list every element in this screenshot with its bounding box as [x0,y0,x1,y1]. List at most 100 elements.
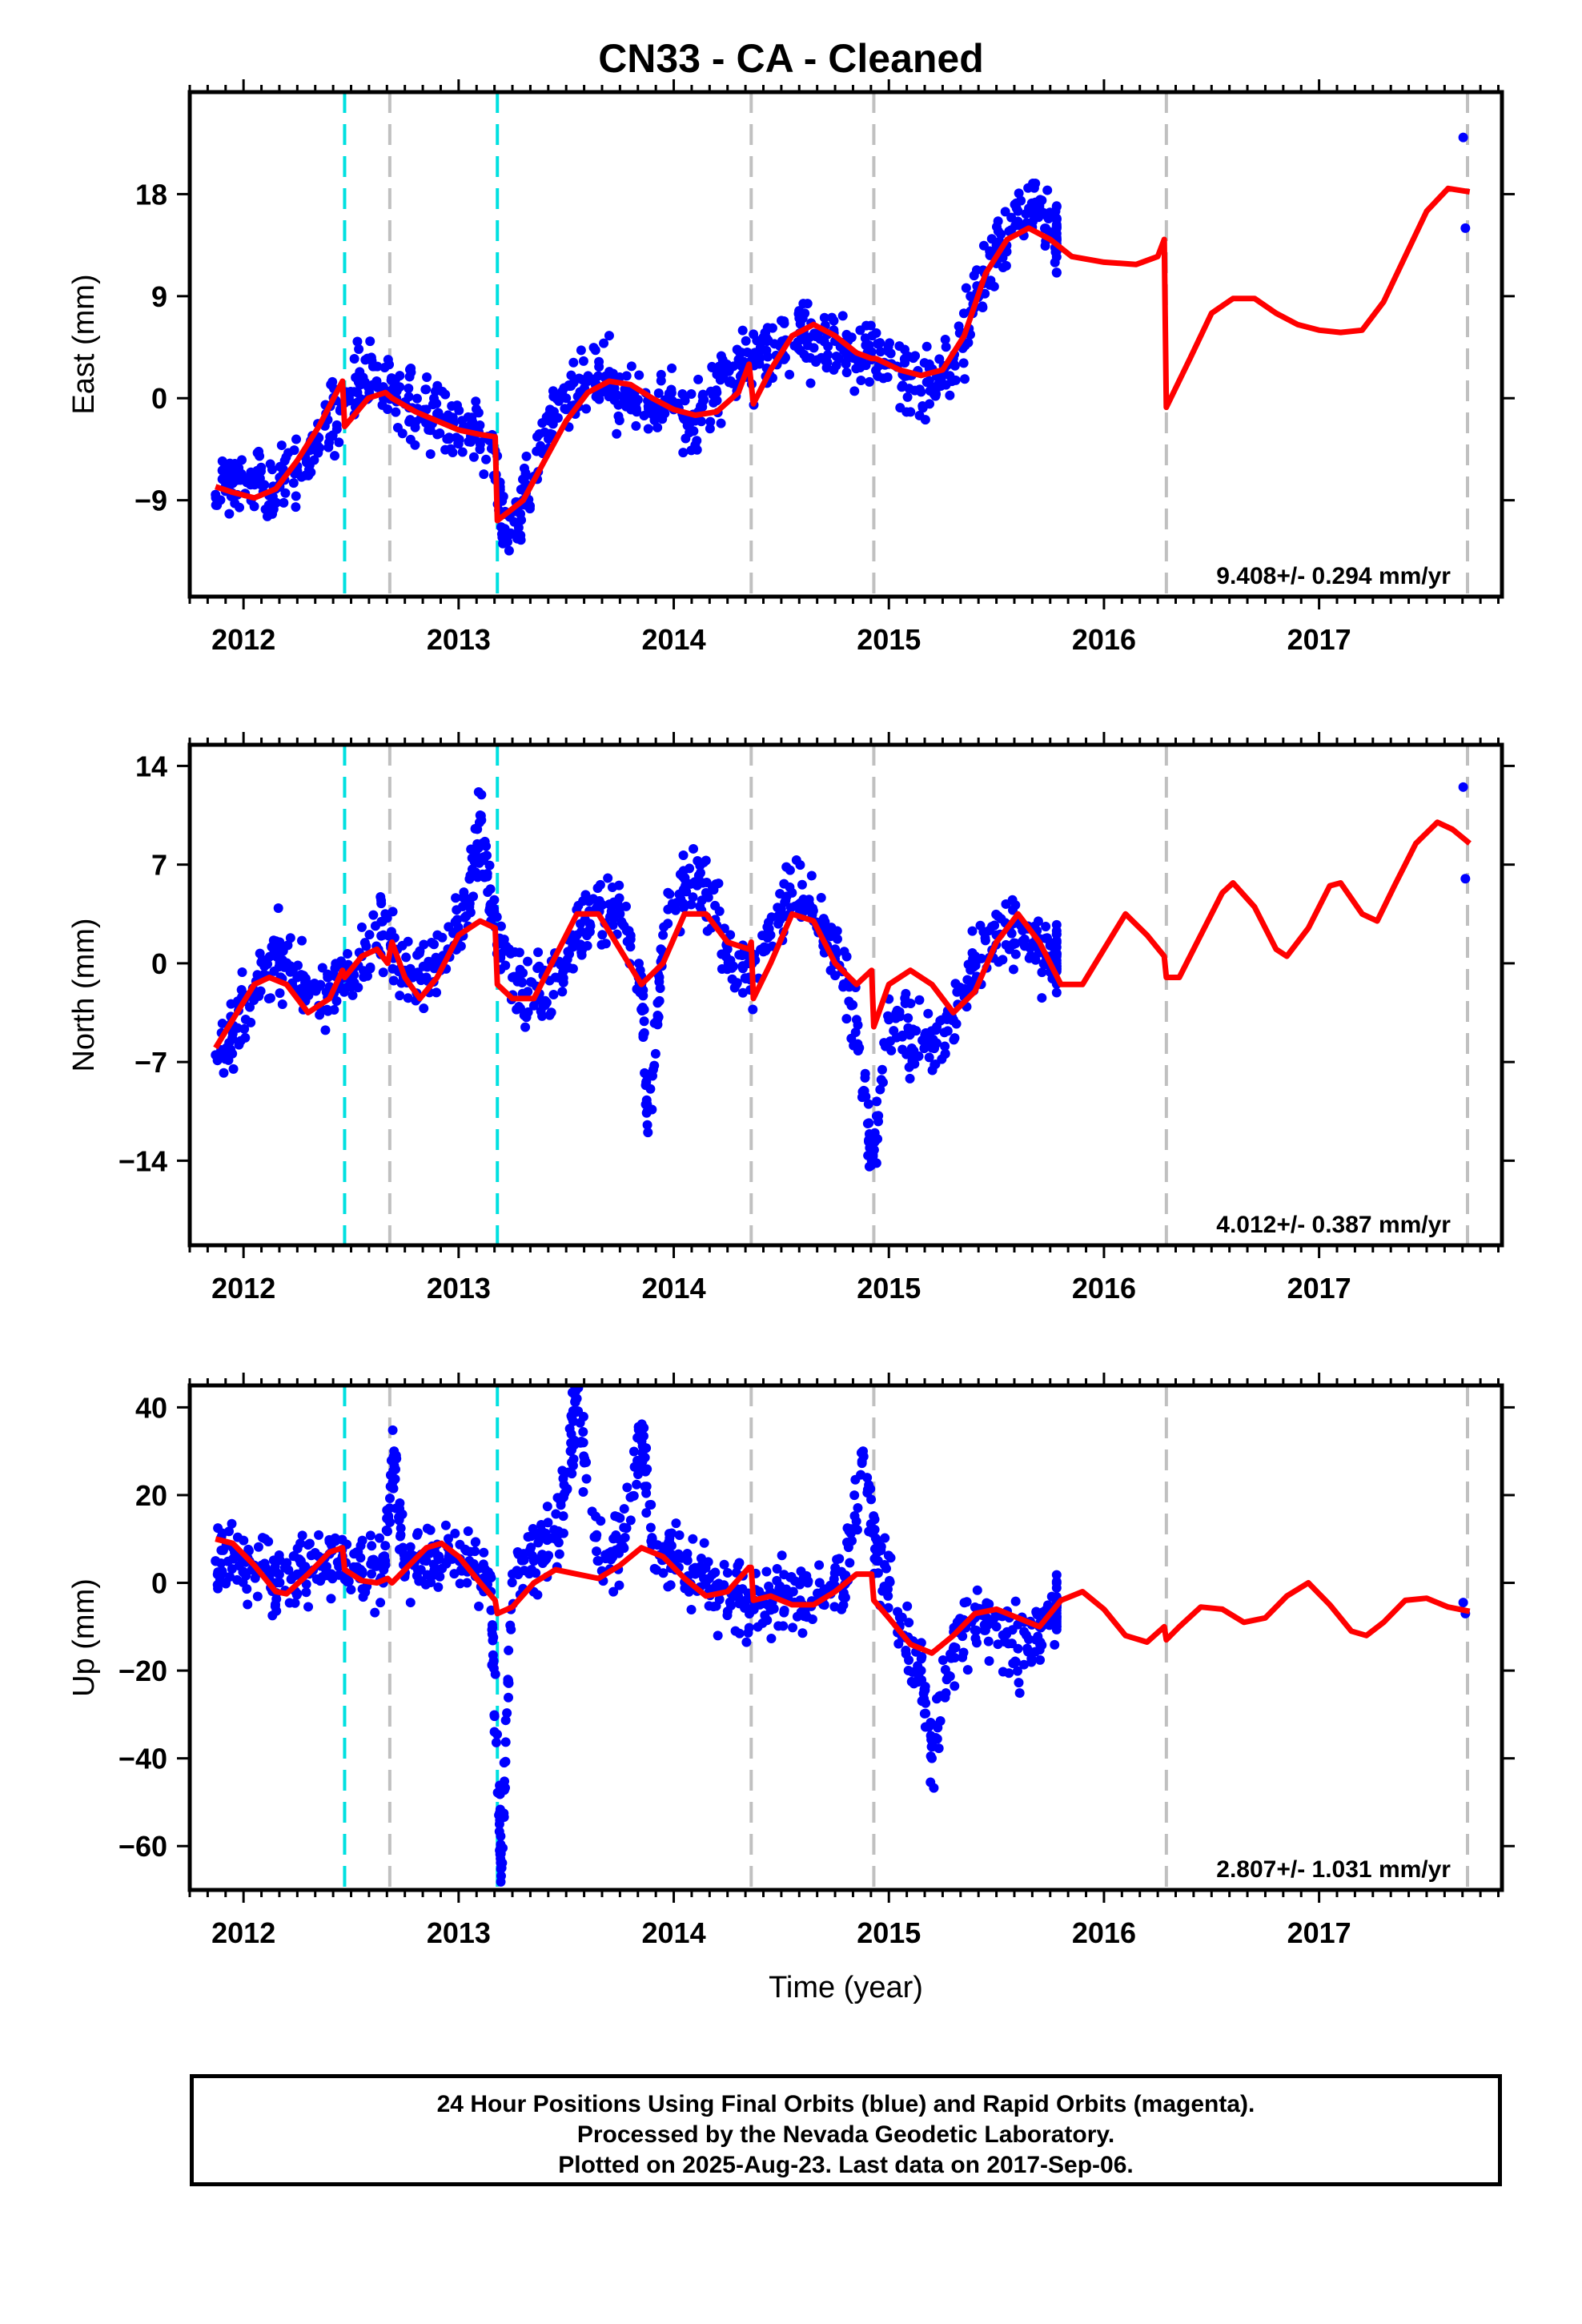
observation-point-filler [476,810,486,821]
y-tick-label: −9 [135,485,167,517]
observation-point-filler [315,979,326,990]
observation-point-filler [489,895,500,905]
observation-point-filler [521,1012,532,1023]
panel-frame [187,742,1504,1248]
x-tick-label: 2017 [1287,1272,1351,1305]
observation-point-filler [243,1599,253,1610]
observation-point-filler [902,1601,913,1611]
observation-point-filler [917,1651,927,1662]
observation-point-filler [383,1511,394,1522]
panel-frame [187,1383,1504,1892]
observation-point-filler [543,1518,553,1528]
observation-point-filler [295,1558,306,1568]
observation-point-filler [998,955,1008,965]
observation-point-filler [984,1656,994,1667]
observation-point-filler [737,963,748,974]
observation-point-filler [899,354,909,364]
observation-point-filler [614,1580,624,1590]
observation-point-filler [962,1665,973,1675]
observation-point-filler [935,1015,946,1026]
observation-point-filler [232,1532,243,1542]
observation-point-filler [832,926,842,936]
panel-2: 2012 2013 2014 2015 2016 2017 −14 −7 0 7 14 North (… [67,732,1515,1305]
observation-point-filler [868,1149,878,1160]
observation-point-filler [641,1508,652,1518]
observation-point-filler [930,1733,941,1743]
observation-point-filler [773,919,784,929]
observation-point-filler [500,1756,511,1767]
observation-point [1460,874,1471,884]
observation-point-filler [578,1486,588,1497]
observation-point-filler [271,1606,282,1616]
observation-point [643,1128,653,1138]
observation-point-filler [521,451,532,461]
observation-point-filler [375,1533,385,1543]
observation-point-filler [604,911,615,922]
observation-point-filler [478,838,488,848]
observation-point-filler [477,869,488,879]
observation-point-filler [240,1015,251,1025]
observation-point-filler [573,900,584,911]
observation-point-filler [967,926,978,936]
observation-point-filler [990,920,1000,931]
observation-point-filler [487,1625,497,1635]
observation-point-filler [1014,188,1024,199]
observation-point-filler [292,466,303,476]
observation-point-filler [833,353,844,364]
observation-point-filler [600,939,611,949]
observation-point-filler [252,1591,263,1602]
observation-point-filler [578,1426,588,1437]
observation-point-filler [543,433,553,444]
observation-point-filler [640,1482,650,1492]
observation-point-filler [331,996,342,1007]
observation-point-filler [375,1598,386,1608]
observation-point-filler [806,870,817,881]
observation-point-filler [873,1568,883,1578]
observation-point-filler [875,347,885,357]
footer-line-2: Processed by the Nevada Geodetic Laborat… [576,2121,1115,2148]
observation-point-filler [725,930,736,940]
observation-point-filler [496,522,507,533]
observation-point-filler [629,1462,640,1472]
observation-point-filler [699,395,709,405]
observation-point [421,404,432,415]
observation-point-filler [637,1006,648,1016]
observation-point-filler [567,1413,577,1423]
observation-point-filler [450,1528,460,1538]
observation-point-filler [970,959,981,970]
observation-point-filler [1035,1637,1046,1647]
observation-point-filler [767,323,777,333]
observation-point-filler [851,1516,861,1526]
observation-point-filler [465,870,476,881]
observation-point-filler [779,1607,789,1618]
observation-point-filler [714,906,725,916]
observation-point-filler [688,1534,698,1544]
observation-point-filler [510,947,520,957]
observation-point [572,1393,582,1404]
observation-point-filler [711,879,721,889]
observation-point-filler [220,1054,231,1064]
observation-point-filler [358,372,368,383]
observation-point-filler [255,948,265,959]
observation-point-filler [322,1004,332,1015]
observation-point-filler [566,370,576,380]
observation-point-filler [558,1511,568,1522]
x-tick-label: 2016 [1072,623,1136,656]
observation-point-filler [864,340,874,351]
observation-point-filler [567,1469,577,1479]
observation-point-filler [252,448,263,458]
observation-point-filler [822,357,833,368]
observation-point-filler [917,1675,927,1685]
observation-point-filler [897,382,907,392]
observation-point-filler [652,1565,662,1575]
observation-point-filler [960,374,970,384]
panel-frame [187,90,1504,599]
observation-point-filler [372,361,383,372]
observation-point-filler [242,1584,252,1594]
observation-point-filler [465,907,476,918]
observation-point-filler [639,1423,649,1433]
observation-point-filler [657,414,668,424]
observation-point-filler [330,451,340,461]
observation-point-filler [609,395,620,405]
observation-point-filler [454,434,464,444]
